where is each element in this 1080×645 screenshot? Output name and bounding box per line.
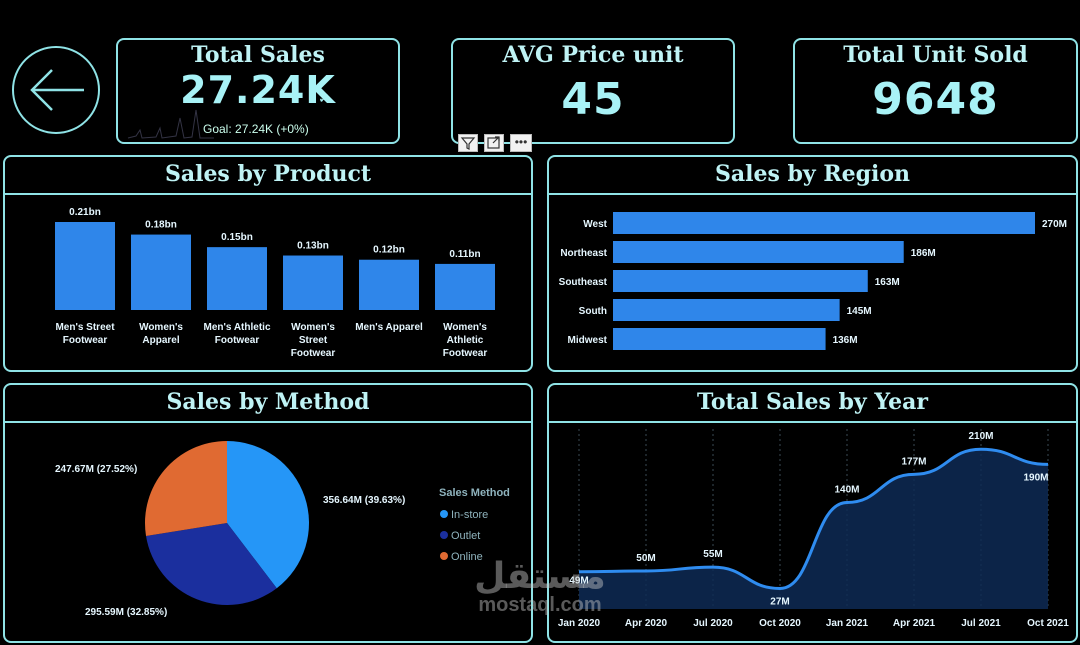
series-line (578, 447, 1049, 590)
kpi-total-units-card[interactable]: Total Unit Sold 9648 (793, 38, 1078, 144)
sales-by-method-chart: 356.64M (39.63%) 295.59M (32.85%) 247.67M … (55, 441, 510, 618)
x-tick-label: Jan 2021 (826, 618, 869, 629)
product-bar (207, 247, 267, 310)
point-label: 177M (901, 456, 926, 467)
product-bar (131, 234, 191, 310)
region-bar (613, 270, 868, 292)
kpi-total-sales-card[interactable]: Total Sales 27.24K ✓ Goal: 27.24K (+0%) (116, 38, 400, 144)
kpi-goal: Goal: 27.24K (+0%) (203, 122, 309, 136)
product-category-label: Men's Athletic Footwear (203, 322, 270, 346)
product-category-label: Men's Apparel (355, 322, 423, 333)
panel-title: Sales by Method (5, 385, 531, 423)
legend-item: In-store (451, 509, 488, 521)
pie-slice (227, 441, 309, 589)
x-tick-label: Apr 2021 (893, 618, 936, 629)
pie-slice (145, 441, 227, 536)
region-bar (613, 241, 904, 263)
more-options-button[interactable]: ••• (510, 134, 532, 152)
product-bar-label: 0.12bn (373, 245, 405, 256)
region-bar (613, 212, 1035, 234)
x-tick-label: Oct 2020 (759, 618, 801, 629)
product-bar-label: 0.15bn (221, 232, 253, 243)
kpi-avg-price-card[interactable]: AVG Price unit 45 (451, 38, 735, 144)
product-bar (283, 255, 343, 310)
region-category-label: West (583, 219, 607, 230)
pie-slice-label: 356.64M (39.63%) (323, 495, 405, 506)
watermark: مستقل mostaql.com (470, 556, 610, 616)
panel-title: Total Sales by Year (549, 385, 1076, 423)
watermark-arabic: مستقل (474, 556, 606, 597)
point-label: 27M (770, 596, 789, 607)
product-bar-label: 0.21bn (69, 207, 101, 218)
x-tick-label: Jan 2020 (558, 618, 601, 629)
watermark-latin: mostaql.com (478, 594, 602, 616)
sales-by-region-chart: West 270M Northeast 186M Southeast 163M South 1… (559, 212, 1067, 350)
area-fill (579, 449, 1048, 609)
check-icon: ✓ (318, 90, 330, 106)
sales-by-product-chart: 0.21bn Men's Street Footwear 0.18bn Women's A… (55, 207, 495, 359)
legend-item: Online (451, 551, 483, 563)
total-sales-by-year-chart: Jan 2020 Apr 2020 Jul 2020 Oct 2020 Jan 2021… (558, 429, 1069, 629)
legend-marker (440, 552, 448, 560)
x-tick-label: Jul 2020 (693, 618, 733, 629)
kpi-sparkline (127, 109, 214, 139)
more-options-icon: ••• (514, 135, 528, 149)
region-bar-label: 136M (833, 335, 858, 346)
region-category-label: South (579, 306, 607, 317)
product-bar-label: 0.11bn (449, 249, 480, 260)
region-bar-label: 186M (911, 248, 936, 259)
product-category-label: Women's Apparel (139, 322, 183, 346)
region-bar-label: 270M (1042, 219, 1067, 230)
kpi-title: Total Sales (191, 42, 325, 68)
kpi-value: 45 (561, 74, 625, 125)
point-label: 49M (569, 576, 588, 587)
product-category-label: Women's Street Footwear (291, 322, 336, 359)
x-tick-label: Oct 2021 (1027, 618, 1069, 629)
region-bar-label: 145M (847, 306, 872, 317)
product-bar-label: 0.13bn (297, 241, 329, 252)
pie-slice-label: 247.67M (27.52%) (55, 464, 137, 475)
region-category-label: Southeast (559, 277, 608, 288)
legend-title: Sales Method (439, 487, 510, 499)
total-sales-by-year-panel: Total Sales by Year Jan 2020 Apr 2020 Jul … (547, 383, 1078, 643)
filter-button[interactable] (458, 134, 478, 152)
point-label: 210M (968, 431, 993, 442)
x-tick-label: Jul 2021 (961, 618, 1001, 629)
product-bar (55, 222, 115, 310)
product-category-label: Women's Athletic Footwear (443, 322, 488, 359)
region-bar (613, 299, 840, 321)
sales-by-method-panel: Sales by Method 356.64M (39.63%) 295.59M … (3, 383, 533, 643)
back-button[interactable] (12, 46, 100, 134)
point-label: 50M (636, 553, 655, 564)
kpi-title: Total Unit Sold (843, 42, 1028, 68)
region-bar (613, 328, 826, 350)
x-tick-label: Apr 2020 (625, 618, 668, 629)
point-label: 140M (834, 484, 859, 495)
kpi-title: AVG Price unit (502, 42, 684, 68)
product-bar (435, 263, 495, 310)
point-label: 190M (1023, 472, 1048, 483)
point-label: 55M (703, 549, 722, 560)
sales-by-product-panel: Sales by Product 0.21bn Men's Street Footw… (3, 155, 533, 372)
panel-title: Sales by Region (549, 157, 1076, 195)
back-arrow-icon (30, 69, 84, 111)
legend-marker (440, 531, 448, 539)
kpi-value: 27.24K (180, 68, 336, 112)
product-category-label: Men's Street Footwear (55, 322, 115, 346)
legend-marker (440, 510, 448, 518)
sales-by-region-panel: Sales by Region West 270M Northeast 186M Sou… (547, 155, 1078, 372)
product-bar (359, 259, 419, 310)
focus-mode-button[interactable] (484, 134, 504, 152)
kpi-value: 9648 (872, 74, 999, 125)
region-category-label: Northeast (560, 248, 607, 259)
legend-item: Outlet (451, 530, 480, 542)
focus-mode-icon (487, 136, 500, 149)
panel-title: Sales by Product (5, 157, 531, 195)
pie-slice-label: 295.59M (32.85%) (85, 607, 167, 618)
region-bar-label: 163M (875, 277, 900, 288)
product-bar-label: 0.18bn (145, 220, 177, 231)
filter-icon (460, 137, 476, 150)
region-category-label: Midwest (568, 335, 608, 346)
pie-slice (146, 523, 277, 605)
